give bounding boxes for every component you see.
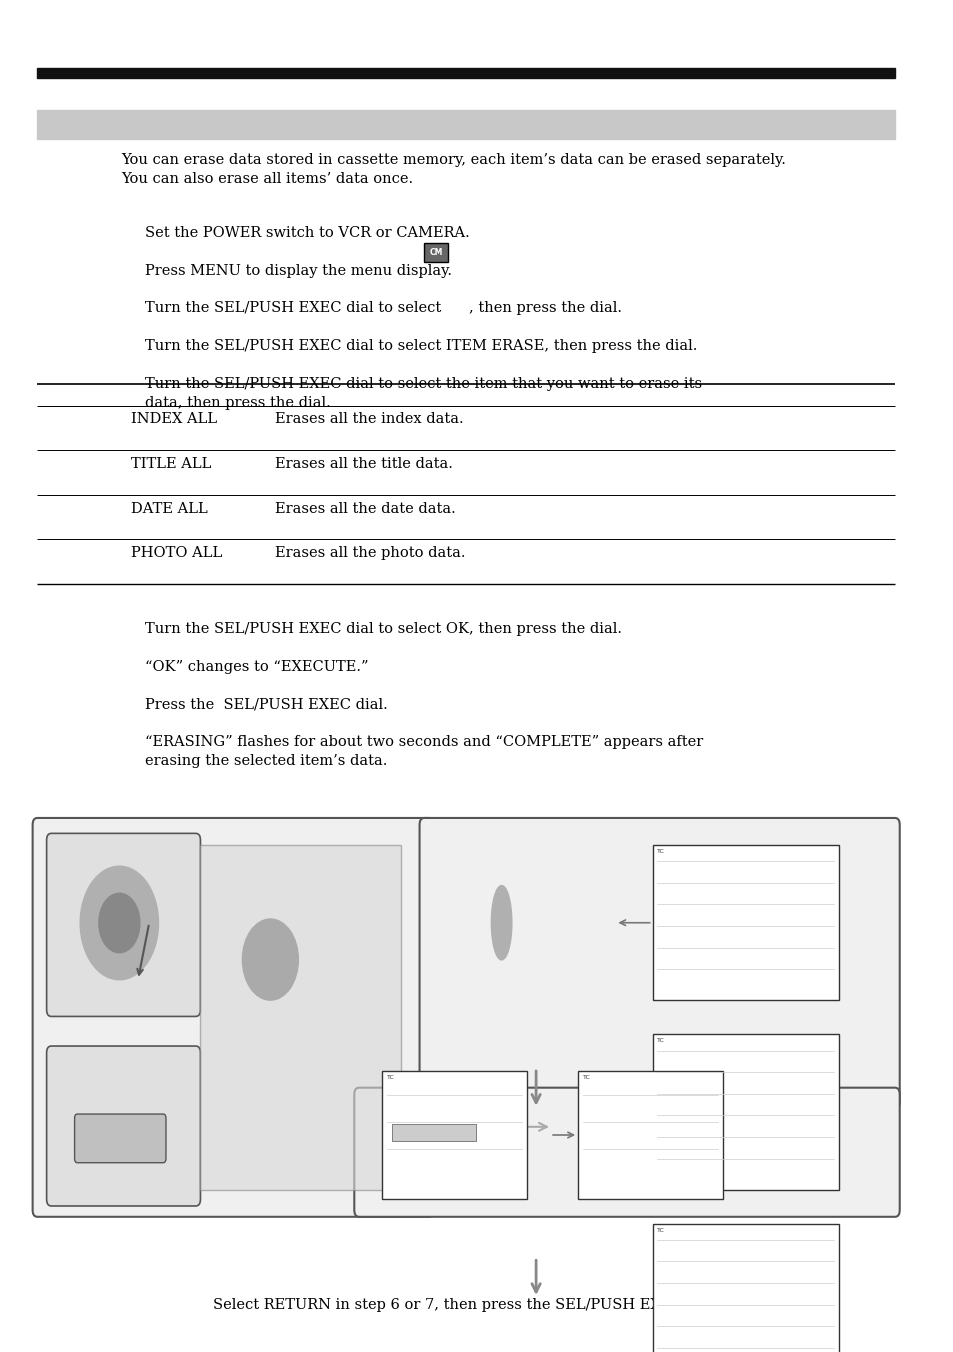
Ellipse shape: [491, 1075, 512, 1149]
Text: TITLE ALL: TITLE ALL: [131, 457, 211, 470]
Text: “OK” changes to “EXECUTE.”: “OK” changes to “EXECUTE.”: [144, 660, 368, 673]
Ellipse shape: [415, 1091, 433, 1161]
FancyBboxPatch shape: [74, 1114, 166, 1163]
FancyBboxPatch shape: [47, 833, 200, 1017]
Text: Press the  SEL/PUSH EXEC dial.: Press the SEL/PUSH EXEC dial.: [144, 698, 387, 711]
Ellipse shape: [491, 886, 512, 960]
Text: Select RETURN in step 6 or 7, then press the SEL/PUSH EXEC dial.: Select RETURN in step 6 or 7, then press…: [213, 1298, 719, 1311]
FancyBboxPatch shape: [354, 1088, 899, 1217]
FancyBboxPatch shape: [391, 1124, 475, 1141]
Text: DATE ALL: DATE ALL: [131, 502, 207, 515]
Text: Erases all the index data.: Erases all the index data.: [274, 412, 463, 426]
FancyBboxPatch shape: [652, 845, 839, 1000]
Text: TC: TC: [657, 1038, 664, 1044]
Text: TC: TC: [387, 1075, 395, 1080]
Text: You can erase data stored in cassette memory, each item’s data can be erased sep: You can erase data stored in cassette me…: [121, 153, 785, 187]
FancyBboxPatch shape: [200, 845, 400, 1190]
Text: PHOTO ALL: PHOTO ALL: [131, 546, 221, 560]
FancyBboxPatch shape: [424, 243, 447, 262]
FancyBboxPatch shape: [652, 1224, 839, 1352]
Text: Erases all the title data.: Erases all the title data.: [274, 457, 453, 470]
Bar: [37, 68, 894, 78]
Text: TC: TC: [657, 849, 664, 854]
Bar: [37, 110, 894, 139]
FancyBboxPatch shape: [382, 1071, 526, 1199]
Text: INDEX ALL: INDEX ALL: [131, 412, 216, 426]
FancyBboxPatch shape: [652, 1034, 839, 1190]
Text: Turn the SEL/PUSH EXEC dial to select OK, then press the dial.: Turn the SEL/PUSH EXEC dial to select OK…: [144, 622, 620, 635]
FancyBboxPatch shape: [32, 818, 433, 1217]
Text: TC: TC: [657, 1228, 664, 1233]
Text: Turn the SEL/PUSH EXEC dial to select      , then press the dial.: Turn the SEL/PUSH EXEC dial to select , …: [144, 301, 620, 315]
Text: Turn the SEL/PUSH EXEC dial to select ITEM ERASE, then press the dial.: Turn the SEL/PUSH EXEC dial to select IT…: [144, 339, 696, 353]
FancyBboxPatch shape: [419, 818, 899, 1109]
Text: TC: TC: [582, 1075, 590, 1080]
FancyBboxPatch shape: [47, 1046, 200, 1206]
Circle shape: [242, 919, 298, 1000]
Circle shape: [80, 867, 158, 980]
Text: Turn the SEL/PUSH EXEC dial to select the item that you want to erase its
data, : Turn the SEL/PUSH EXEC dial to select th…: [144, 377, 700, 410]
Circle shape: [99, 894, 140, 953]
Text: Press MENU to display the menu display.: Press MENU to display the menu display.: [144, 264, 451, 277]
FancyBboxPatch shape: [578, 1071, 721, 1199]
Ellipse shape: [592, 1091, 610, 1161]
Text: Erases all the photo data.: Erases all the photo data.: [274, 546, 465, 560]
Text: Set the POWER switch to VCR or CAMERA.: Set the POWER switch to VCR or CAMERA.: [144, 226, 469, 239]
Text: CM: CM: [429, 249, 442, 257]
Text: Erases all the date data.: Erases all the date data.: [274, 502, 456, 515]
Text: “ERASING” flashes for about two seconds and “COMPLETE” appears after
erasing the: “ERASING” flashes for about two seconds …: [144, 735, 702, 768]
